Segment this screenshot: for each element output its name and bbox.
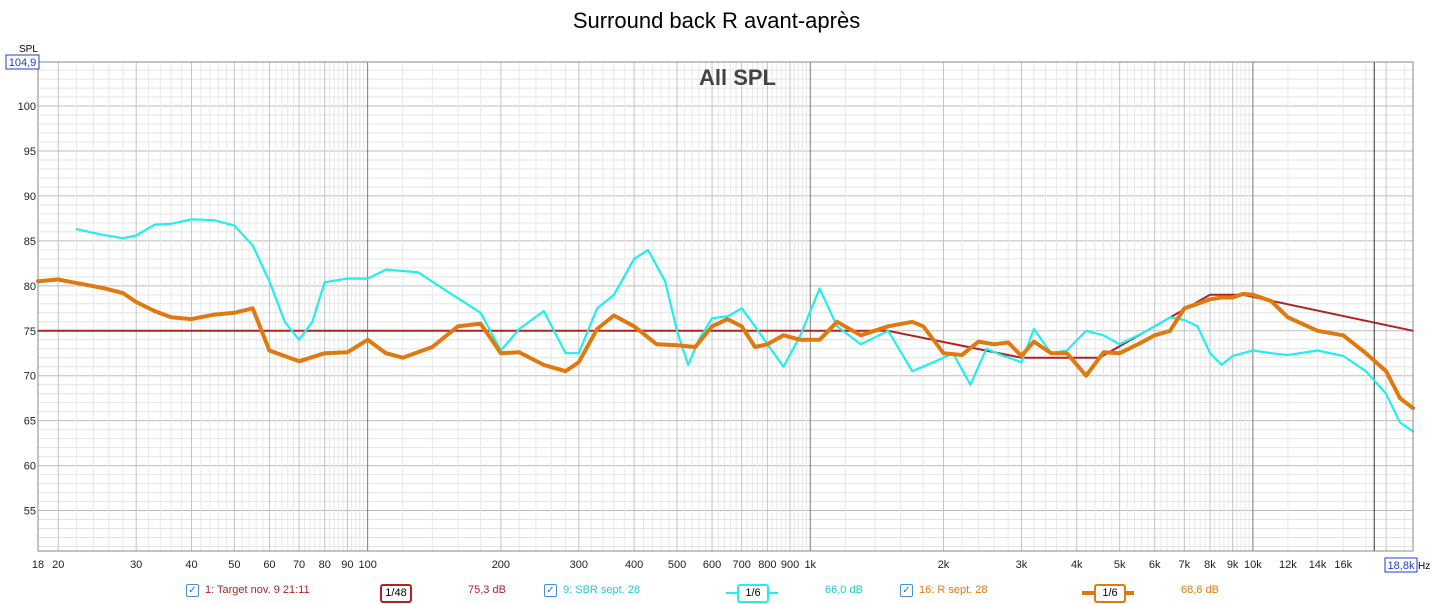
grid	[37, 62, 1413, 551]
x-tick-label: 600	[703, 559, 721, 571]
x-tick-labels: 18 20 30 40 50 60 70 80 90 100 200 300 400 500 600 700 8…	[32, 559, 1353, 571]
series-16-smoothing[interactable]: 1/6	[1094, 584, 1126, 603]
y-max-box[interactable]	[5, 54, 40, 70]
series-9-level: 66,0 dB	[825, 584, 863, 596]
x-tick-label: 80	[319, 559, 331, 571]
x-tick-label: 8k	[1204, 559, 1216, 571]
series-9-smoothing[interactable]: 1/6	[737, 584, 769, 603]
x-tick-label: 800	[758, 559, 776, 571]
chart-title: Surround back R avant-après	[572, 8, 861, 33]
x-tick-label: 14k	[1309, 559, 1327, 571]
x-tick-label: 700	[733, 559, 751, 571]
series-16-level: 68,6 dB	[1181, 584, 1219, 596]
y-max-readout: 104,9	[9, 57, 37, 69]
x-tick-label: 4k	[1071, 559, 1083, 571]
y-tick-label: 85	[24, 236, 36, 248]
x-tick-label: 400	[625, 559, 643, 571]
series-1-checkbox[interactable]: ✓	[186, 584, 199, 597]
plot-frame	[37, 61, 1414, 552]
x-max-readout: 18,8k	[1388, 560, 1415, 572]
x-tick-label: 20	[52, 559, 64, 571]
overlay-label: All SPL	[699, 65, 776, 90]
x-tick-label: 60	[263, 559, 275, 571]
x-tick-label: 9k	[1227, 559, 1239, 571]
x-tick-label: 500	[668, 559, 686, 571]
y-tick-label: 100	[18, 101, 36, 113]
y-tick-label: 75	[24, 326, 36, 338]
y-tick-label: 80	[24, 281, 36, 293]
x-axis-unit: Hz	[1418, 561, 1430, 572]
series-16-checkbox[interactable]: ✓	[900, 584, 913, 597]
x-tick-label: 6k	[1149, 559, 1161, 571]
x-tick-label: 100	[358, 559, 376, 571]
series-1-smoothing[interactable]: 1/48	[380, 584, 412, 603]
x-tick-label: 70	[293, 559, 305, 571]
y-tick-label: 65	[24, 416, 36, 428]
x-tick-label: 900	[781, 559, 799, 571]
series-line-2	[75, 218, 1415, 433]
series-line-3	[36, 277, 1415, 411]
x-tick-label: 90	[341, 559, 353, 571]
series-16-name: 16: R sept. 28	[919, 584, 988, 596]
x-tick-label: 10k	[1244, 559, 1262, 571]
x-tick-label: 2k	[938, 559, 950, 571]
x-tick-label: 1k	[804, 559, 816, 571]
y-tick-label: 90	[24, 191, 36, 203]
x-tick-label: 50	[228, 559, 240, 571]
y-tick-label: 70	[24, 371, 36, 383]
series-lines	[36, 218, 1415, 433]
x-tick-label: 7k	[1179, 559, 1191, 571]
y-tick-label: 55	[24, 506, 36, 518]
y-tick-labels: 55 60 65 70 75 80 85 90 95 100	[18, 101, 36, 518]
x-tick-label: 5k	[1114, 559, 1126, 571]
y-tick-label: 95	[24, 146, 36, 158]
series-1-level: 75,3 dB	[468, 584, 506, 596]
x-tick-label: 30	[130, 559, 142, 571]
x-tick-label: 200	[492, 559, 510, 571]
y-axis-unit: SPL	[19, 44, 38, 55]
x-tick-label: 3k	[1016, 559, 1028, 571]
x-tick-label: 16k	[1334, 559, 1352, 571]
x-tick-label: 18	[32, 559, 44, 571]
series-9-name: 9: SBR sept. 28	[563, 584, 641, 596]
x-tick-label: 40	[185, 559, 197, 571]
x-tick-label: 12k	[1279, 559, 1297, 571]
y-tick-label: 60	[24, 461, 36, 473]
x-max-box[interactable]	[1384, 557, 1418, 573]
series-1-name: 1: Target nov. 9 21:11	[205, 584, 310, 596]
x-tick-label: 300	[570, 559, 588, 571]
series-9-checkbox[interactable]: ✓	[544, 584, 557, 597]
